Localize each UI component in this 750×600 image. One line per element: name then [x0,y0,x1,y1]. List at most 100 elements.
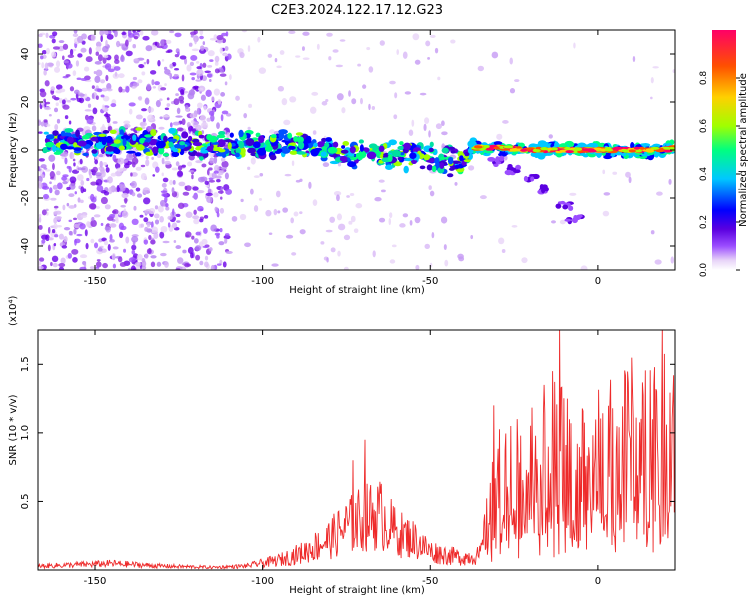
noise-blob [235,95,240,101]
ridge-blob [385,164,393,170]
noise-blob [164,195,168,203]
noise-blob [118,73,125,79]
noise-blob [176,220,181,223]
ridge-blob [234,152,240,158]
ridge-blob [73,147,82,151]
x-tick-label: 0 [595,576,601,587]
noise-blob [54,234,59,238]
noise-blob [49,187,53,194]
noise-blob [189,113,197,119]
ridge-blob [216,134,226,139]
noise-blob [409,220,413,226]
noise-blob [68,120,72,125]
noise-blob [38,33,43,38]
noise-blob [195,160,203,164]
noise-blob [321,101,328,106]
noise-blob [181,118,186,126]
noise-blob [216,234,220,239]
noise-blob [107,176,113,184]
noise-blob [191,174,194,180]
noise-blob [182,249,187,254]
noise-blob [337,162,342,167]
ridge-blob [387,154,393,163]
noise-blob [329,216,336,223]
noise-blob [217,190,224,194]
core-blob [540,147,548,151]
noise-blob [94,61,102,65]
noise-blob [144,97,150,105]
noise-blob [38,181,43,190]
noise-blob [70,97,77,101]
noise-blob [166,97,170,101]
ridge-blob [349,146,356,154]
noise-blob [211,96,215,102]
noise-blob [239,213,247,221]
noise-blob [291,160,295,167]
ridge-blob [152,146,158,154]
noise-blob [240,198,244,203]
ridge-blob [134,152,142,157]
ridge-blob [60,143,68,150]
noise-blob [58,262,66,268]
core-blob [510,148,521,152]
noise-blob [104,63,112,70]
noise-blob [114,213,119,222]
noise-blob [378,179,385,183]
tail-blob [560,200,566,205]
noise-blob [120,55,125,63]
noise-blob [103,113,111,117]
noise-blob [276,65,282,69]
noise-blob [511,224,518,228]
noise-blob [175,213,181,218]
noise-blob [79,266,87,270]
noise-blob [123,120,131,125]
noise-blob [45,101,51,105]
noise-blob [102,262,109,269]
noise-blob [62,104,70,110]
noise-blob [76,174,84,181]
noise-blob [208,177,214,181]
ridge-blob [217,139,226,148]
noise-blob [195,79,202,82]
noise-blob [58,40,65,44]
noise-blob [167,222,171,228]
noise-blob [496,133,503,140]
spectrogram-y-label: Frequency (Hz) [8,112,19,188]
noise-blob [189,72,197,76]
noise-blob [131,244,137,251]
ridge-blob [114,148,121,155]
noise-blob [202,245,209,249]
ridge-blob [493,141,503,146]
noise-blob [92,166,98,173]
noise-blob [602,210,610,217]
ridge-blob [426,164,433,171]
noise-blob [125,50,133,57]
noise-blob [175,245,182,250]
ridge-blob [162,152,170,157]
noise-blob [96,88,103,93]
noise-blob [51,228,56,234]
noise-blob [197,189,205,194]
noise-blob [150,226,159,234]
noise-blob [213,192,219,198]
noise-blob [85,56,93,63]
ridge-blob [419,165,426,170]
spectrogram-y-ticks: -40 -20 0 20 40 [20,48,675,254]
noise-blob [295,179,301,183]
x-tick-label: -150 [84,576,107,587]
noise-blob [106,88,113,92]
noise-blob [195,124,202,132]
snr-frame [37,329,676,571]
noise-blob [190,252,194,259]
noise-blob [171,222,178,229]
noise-blob [38,213,42,218]
noise-blob [90,238,95,244]
noise-blob [61,176,68,181]
y-tick-label: 0.5 [20,493,31,509]
noise-blob [443,244,447,250]
noise-blob [154,205,159,210]
noise-blob [213,88,221,96]
noise-blob [171,208,175,216]
noise-blob [95,95,99,100]
